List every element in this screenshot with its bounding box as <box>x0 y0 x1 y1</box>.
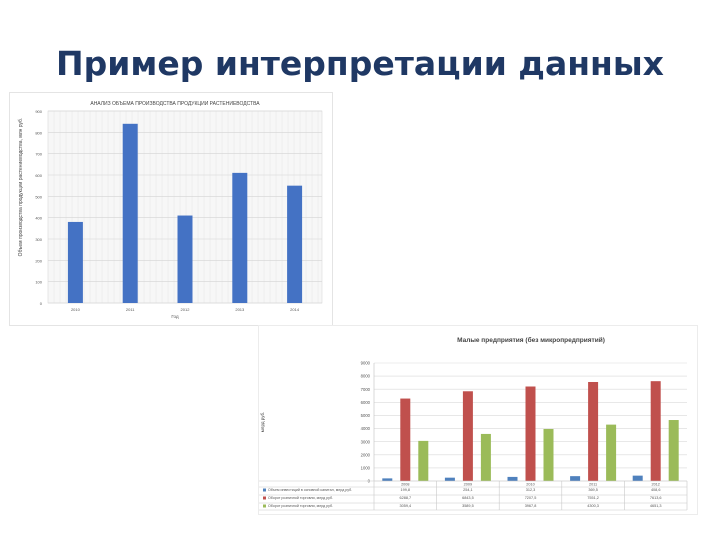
y-tick-label: 200 <box>35 258 42 263</box>
data-table-value: 7613,6 <box>650 496 662 500</box>
data-table-value: 254,1 <box>463 488 473 492</box>
bar <box>418 440 429 481</box>
y-tick-label: 800 <box>35 130 42 135</box>
bar <box>632 475 643 481</box>
bar <box>588 381 599 481</box>
data-table-value: 3589,5 <box>462 504 474 508</box>
chart-title: АНАЛИЗ ОБЪЕМА ПРОИЗВОДСТВА ПРОДУКЦИИ РАС… <box>90 101 260 107</box>
chart-title: Малые предприятия (без микропредприятий) <box>457 336 605 344</box>
x-tick-label: 2012 <box>651 483 659 487</box>
y-tick-label: 5000 <box>361 413 371 418</box>
y-tick-label: 700 <box>35 152 42 157</box>
y-tick-label: 100 <box>35 280 42 285</box>
slide-title: Пример интерпретации данных <box>56 44 664 83</box>
y-tick-label: 9000 <box>361 361 371 366</box>
bar <box>570 476 581 481</box>
data-table-value: 312,3 <box>526 488 536 492</box>
bar <box>232 172 248 303</box>
data-table-value: 369,5 <box>588 488 598 492</box>
crop-production-chart-svg: 0 100 200 300 400 500 600 700 800 900 2010 2011 2012… <box>18 101 323 319</box>
data-table-value: 3967,8 <box>525 504 537 508</box>
bar <box>507 476 518 481</box>
small-enterprises-chart: Малые предприятия (без микропредприятий)… <box>258 325 698 515</box>
y-tick-label: 7000 <box>361 387 371 392</box>
data-table-value: 4651,3 <box>650 504 662 508</box>
y-axis-label: Объем производства продукции растениевод… <box>18 118 24 257</box>
y-axis-label: млрд руб. <box>260 412 265 433</box>
bar <box>543 428 554 481</box>
bar <box>287 185 303 303</box>
x-tick-label: 2013 <box>235 307 245 312</box>
bar <box>525 386 536 481</box>
bar <box>400 398 411 481</box>
data-table-value: 4300,3 <box>587 504 599 508</box>
y-tick-label: 300 <box>35 237 42 242</box>
x-tick-label: 2011 <box>126 307 135 312</box>
bar <box>177 215 193 303</box>
x-tick-label: 2010 <box>526 483 534 487</box>
y-tick-label: 500 <box>35 194 42 199</box>
bar <box>668 420 679 481</box>
legend-swatch <box>263 504 266 508</box>
y-tick-label: 1000 <box>361 465 371 470</box>
legend-entry: Объем инвестиций в основной капитал, млр… <box>268 488 352 492</box>
data-table-value: 199,8 <box>401 488 411 492</box>
data-table-value: 408,6 <box>651 488 661 492</box>
small-enterprises-chart-svg: Малые предприятия (без микропредприятий)… <box>259 336 688 511</box>
y-tick-label: 8000 <box>361 374 371 379</box>
bar <box>606 424 617 481</box>
data-table-value: 7207,5 <box>525 496 537 500</box>
y-tick-label: 2000 <box>361 452 371 457</box>
x-tick-label: 2011 <box>589 483 597 487</box>
x-axis-label: Год <box>171 314 179 319</box>
crop-production-chart: 0 100 200 300 400 500 600 700 800 900 2010 2011 2012… <box>9 92 333 326</box>
x-tick-label: 2012 <box>181 307 191 312</box>
bar <box>480 433 491 481</box>
legend-swatch <box>263 488 266 492</box>
x-tick-label: 2009 <box>464 483 472 487</box>
y-tick-label: 900 <box>35 109 42 114</box>
data-table-value: 3059,4 <box>399 504 411 508</box>
bar <box>444 477 455 481</box>
y-tick-label: 4000 <box>361 426 371 431</box>
bar <box>650 381 661 481</box>
y-tick-label: 3000 <box>361 439 371 444</box>
y-tick-label: 600 <box>35 173 42 178</box>
bar <box>462 391 473 481</box>
x-tick-label: 2014 <box>290 307 300 312</box>
data-table-value: 6843,5 <box>462 496 474 500</box>
bar <box>67 221 83 303</box>
data-table-value: 7551,2 <box>587 496 599 500</box>
y-tick-label: 0 <box>40 301 43 306</box>
bar <box>382 478 393 481</box>
legend-entry: Оборот розничной торговли, млрд руб. <box>268 496 333 500</box>
data-table-value: 6288,7 <box>399 496 411 500</box>
x-tick-label: 2010 <box>71 307 81 312</box>
legend-swatch <box>263 496 266 500</box>
y-tick-label: 400 <box>35 216 42 221</box>
bar <box>122 123 138 303</box>
legend-entry: Оборот розничной торговли, млрд руб. <box>268 504 333 508</box>
y-tick-label: 6000 <box>361 400 371 405</box>
x-tick-label: 2008 <box>401 483 409 487</box>
